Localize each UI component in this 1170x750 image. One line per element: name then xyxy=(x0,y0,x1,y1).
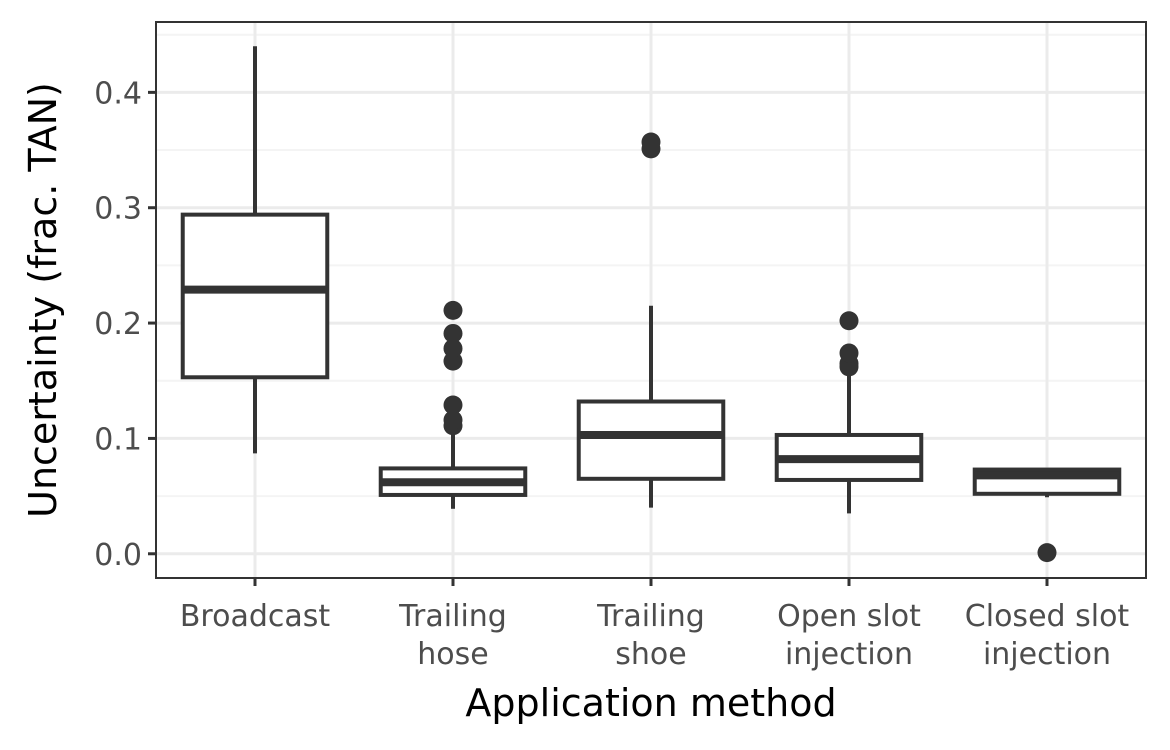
outlier-point xyxy=(443,300,463,320)
box-iqr xyxy=(576,399,726,481)
box-4 xyxy=(774,311,924,514)
x-tick-label-line: Trailing xyxy=(596,599,705,634)
x-tick-label: Trailing hose xyxy=(398,599,507,672)
x-axis-title: Application method xyxy=(465,681,836,725)
x-tick-label: Broadcast xyxy=(180,599,331,634)
x-tick-label-line: hose xyxy=(417,637,488,672)
box-series xyxy=(180,46,1122,563)
outlier-point xyxy=(839,343,859,363)
outlier-point xyxy=(1037,543,1057,563)
x-tick-label-line: Broadcast xyxy=(180,599,331,634)
x-tick-label-line: Open slot xyxy=(777,599,921,634)
x-tick-label: Closed slot injection xyxy=(965,599,1130,672)
box-3 xyxy=(576,132,726,508)
y-axis-title: Uncertainty (frac. TAN) xyxy=(21,82,65,518)
x-tick-label: Open slot injection xyxy=(777,599,921,672)
x-tick-label: Trailing shoe xyxy=(596,599,705,672)
box-5 xyxy=(972,467,1122,563)
outlier-point xyxy=(443,410,463,430)
y-tick-label: 0.0 xyxy=(94,538,142,573)
outlier-point xyxy=(443,338,463,358)
outlier-point xyxy=(443,395,463,415)
y-tick-label: 0.2 xyxy=(94,307,142,342)
y-tick-label: 0.3 xyxy=(94,192,142,227)
y-tick-label: 0.1 xyxy=(94,422,142,457)
x-tick-label-line: Closed slot xyxy=(965,599,1130,634)
outlier-point xyxy=(641,132,661,152)
y-tick-label: 0.4 xyxy=(94,76,142,111)
box-2 xyxy=(378,300,528,509)
outlier-point xyxy=(443,323,463,343)
x-tick-label-line: Trailing xyxy=(398,599,507,634)
outlier-point xyxy=(839,311,859,331)
x-tick-label-line: injection xyxy=(983,637,1111,672)
box-iqr xyxy=(180,212,330,380)
x-tick-label-line: injection xyxy=(785,637,913,672)
x-tick-label-line: shoe xyxy=(615,637,686,672)
box-1 xyxy=(180,46,330,454)
